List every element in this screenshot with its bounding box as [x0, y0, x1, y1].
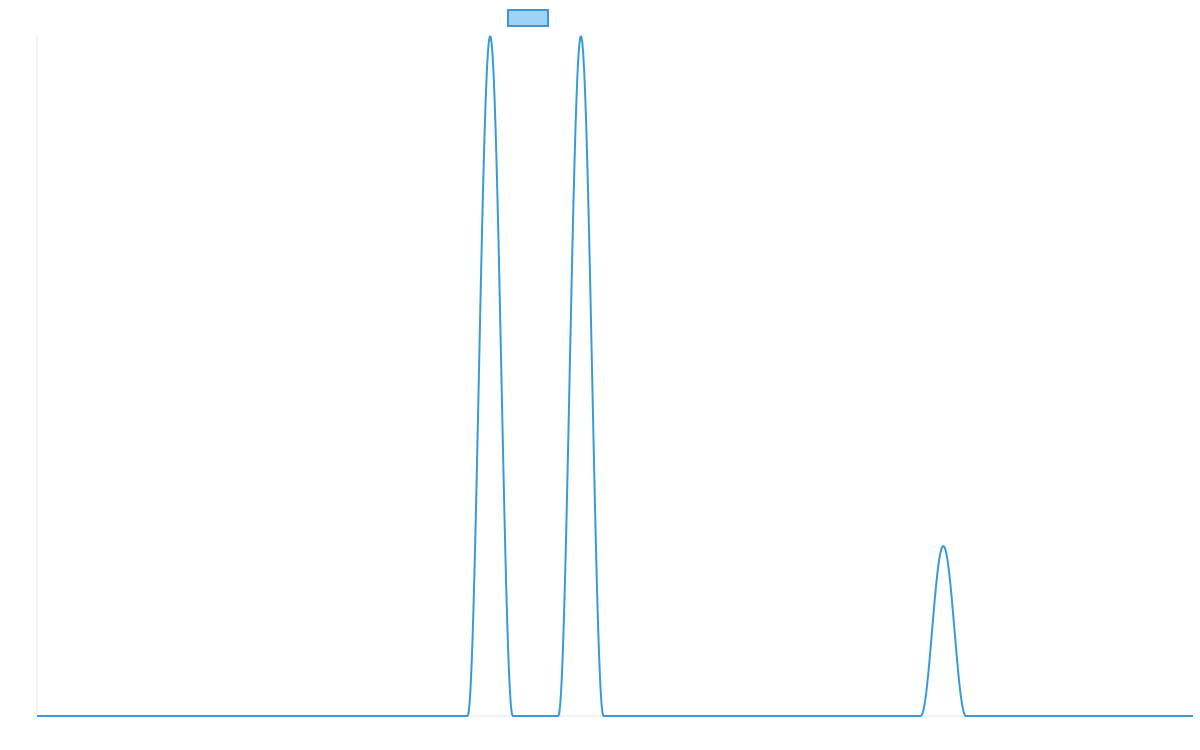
series-layer — [36, 35, 1194, 717]
series-line-0 — [36, 35, 1194, 717]
legend-swatch[interactable] — [507, 9, 549, 27]
